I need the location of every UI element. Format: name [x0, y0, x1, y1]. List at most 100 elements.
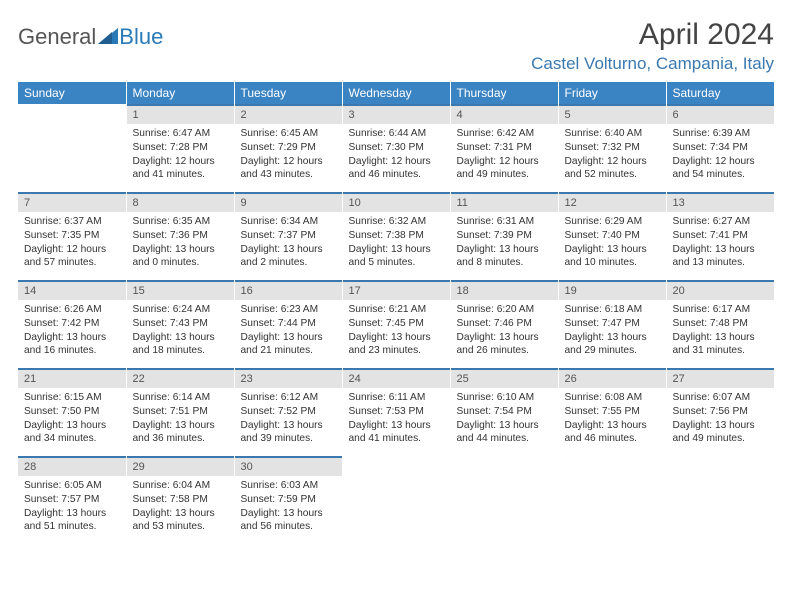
month-title: April 2024	[531, 18, 774, 52]
weekday-header: Monday	[126, 82, 234, 104]
day-number: 12	[559, 192, 666, 212]
sunrise-text: Sunrise: 6:29 AM	[565, 215, 660, 229]
logo-triangle-icon	[98, 24, 118, 50]
calendar-week-row: 14Sunrise: 6:26 AMSunset: 7:42 PMDayligh…	[18, 280, 774, 368]
day-details: Sunrise: 6:17 AMSunset: 7:48 PMDaylight:…	[667, 300, 775, 362]
daylight-text: Daylight: 13 hours and 26 minutes.	[457, 331, 552, 359]
day-number: 15	[127, 280, 234, 300]
day-number: 23	[235, 368, 342, 388]
day-number: 14	[18, 280, 126, 300]
daylight-text: Daylight: 13 hours and 10 minutes.	[565, 243, 660, 271]
sunset-text: Sunset: 7:29 PM	[241, 141, 336, 155]
sunrise-text: Sunrise: 6:04 AM	[133, 479, 228, 493]
calendar-day-cell: 23Sunrise: 6:12 AMSunset: 7:52 PMDayligh…	[234, 368, 342, 456]
sunset-text: Sunset: 7:36 PM	[133, 229, 228, 243]
day-number: 19	[559, 280, 666, 300]
weekday-header: Tuesday	[234, 82, 342, 104]
day-details: Sunrise: 6:03 AMSunset: 7:59 PMDaylight:…	[235, 476, 342, 538]
calendar-day-cell: 16Sunrise: 6:23 AMSunset: 7:44 PMDayligh…	[234, 280, 342, 368]
sunset-text: Sunset: 7:37 PM	[241, 229, 336, 243]
sunrise-text: Sunrise: 6:23 AM	[241, 303, 336, 317]
sunset-text: Sunset: 7:38 PM	[349, 229, 444, 243]
logo: General Blue	[18, 18, 163, 50]
calendar-day-cell	[666, 456, 774, 544]
daylight-text: Daylight: 13 hours and 2 minutes.	[241, 243, 336, 271]
daylight-text: Daylight: 13 hours and 44 minutes.	[457, 419, 552, 447]
calendar-day-cell: 6Sunrise: 6:39 AMSunset: 7:34 PMDaylight…	[666, 104, 774, 192]
sunset-text: Sunset: 7:45 PM	[349, 317, 444, 331]
sunrise-text: Sunrise: 6:14 AM	[133, 391, 228, 405]
sunrise-text: Sunrise: 6:11 AM	[349, 391, 444, 405]
day-details: Sunrise: 6:12 AMSunset: 7:52 PMDaylight:…	[235, 388, 342, 450]
day-details: Sunrise: 6:40 AMSunset: 7:32 PMDaylight:…	[559, 124, 666, 186]
sunset-text: Sunset: 7:57 PM	[24, 493, 120, 507]
day-details: Sunrise: 6:20 AMSunset: 7:46 PMDaylight:…	[451, 300, 558, 362]
sunrise-text: Sunrise: 6:39 AM	[673, 127, 769, 141]
day-details: Sunrise: 6:21 AMSunset: 7:45 PMDaylight:…	[343, 300, 450, 362]
header: General Blue April 2024 Castel Volturno,…	[18, 18, 774, 74]
day-number: 20	[667, 280, 775, 300]
daylight-text: Daylight: 13 hours and 46 minutes.	[565, 419, 660, 447]
calendar-day-cell: 1Sunrise: 6:47 AMSunset: 7:28 PMDaylight…	[126, 104, 234, 192]
day-details: Sunrise: 6:14 AMSunset: 7:51 PMDaylight:…	[127, 388, 234, 450]
day-number: 27	[667, 368, 775, 388]
day-details: Sunrise: 6:27 AMSunset: 7:41 PMDaylight:…	[667, 212, 775, 274]
daylight-text: Daylight: 13 hours and 29 minutes.	[565, 331, 660, 359]
calendar-day-cell: 5Sunrise: 6:40 AMSunset: 7:32 PMDaylight…	[558, 104, 666, 192]
sunset-text: Sunset: 7:58 PM	[133, 493, 228, 507]
sunset-text: Sunset: 7:56 PM	[673, 405, 769, 419]
sunrise-text: Sunrise: 6:07 AM	[673, 391, 769, 405]
day-details: Sunrise: 6:34 AMSunset: 7:37 PMDaylight:…	[235, 212, 342, 274]
calendar-day-cell: 20Sunrise: 6:17 AMSunset: 7:48 PMDayligh…	[666, 280, 774, 368]
calendar-day-cell: 27Sunrise: 6:07 AMSunset: 7:56 PMDayligh…	[666, 368, 774, 456]
sunrise-text: Sunrise: 6:44 AM	[349, 127, 444, 141]
sunset-text: Sunset: 7:32 PM	[565, 141, 660, 155]
calendar-day-cell	[558, 456, 666, 544]
sunrise-text: Sunrise: 6:40 AM	[565, 127, 660, 141]
daylight-text: Daylight: 12 hours and 46 minutes.	[349, 155, 444, 183]
calendar-day-cell: 13Sunrise: 6:27 AMSunset: 7:41 PMDayligh…	[666, 192, 774, 280]
weekday-header: Wednesday	[342, 82, 450, 104]
daylight-text: Daylight: 13 hours and 0 minutes.	[133, 243, 228, 271]
calendar-week-row: 7Sunrise: 6:37 AMSunset: 7:35 PMDaylight…	[18, 192, 774, 280]
day-details: Sunrise: 6:04 AMSunset: 7:58 PMDaylight:…	[127, 476, 234, 538]
sunset-text: Sunset: 7:53 PM	[349, 405, 444, 419]
calendar-day-cell	[342, 456, 450, 544]
day-number: 3	[343, 104, 450, 124]
sunrise-text: Sunrise: 6:37 AM	[24, 215, 120, 229]
daylight-text: Daylight: 13 hours and 18 minutes.	[133, 331, 228, 359]
sunset-text: Sunset: 7:42 PM	[24, 317, 120, 331]
sunset-text: Sunset: 7:52 PM	[241, 405, 336, 419]
sunset-text: Sunset: 7:59 PM	[241, 493, 336, 507]
sunset-text: Sunset: 7:55 PM	[565, 405, 660, 419]
weekday-header: Friday	[558, 82, 666, 104]
daylight-text: Daylight: 13 hours and 51 minutes.	[24, 507, 120, 535]
sunrise-text: Sunrise: 6:45 AM	[241, 127, 336, 141]
sunrise-text: Sunrise: 6:32 AM	[349, 215, 444, 229]
calendar-day-cell: 10Sunrise: 6:32 AMSunset: 7:38 PMDayligh…	[342, 192, 450, 280]
day-number: 5	[559, 104, 666, 124]
day-number: 25	[451, 368, 558, 388]
day-details: Sunrise: 6:15 AMSunset: 7:50 PMDaylight:…	[18, 388, 126, 450]
calendar-day-cell: 17Sunrise: 6:21 AMSunset: 7:45 PMDayligh…	[342, 280, 450, 368]
calendar-table: SundayMondayTuesdayWednesdayThursdayFrid…	[18, 82, 774, 544]
daylight-text: Daylight: 13 hours and 16 minutes.	[24, 331, 120, 359]
daylight-text: Daylight: 13 hours and 34 minutes.	[24, 419, 120, 447]
sunrise-text: Sunrise: 6:31 AM	[457, 215, 552, 229]
weekday-header: Thursday	[450, 82, 558, 104]
sunrise-text: Sunrise: 6:21 AM	[349, 303, 444, 317]
daylight-text: Daylight: 12 hours and 43 minutes.	[241, 155, 336, 183]
day-details: Sunrise: 6:10 AMSunset: 7:54 PMDaylight:…	[451, 388, 558, 450]
daylight-text: Daylight: 12 hours and 54 minutes.	[673, 155, 769, 183]
calendar-day-cell: 3Sunrise: 6:44 AMSunset: 7:30 PMDaylight…	[342, 104, 450, 192]
sunset-text: Sunset: 7:51 PM	[133, 405, 228, 419]
day-details: Sunrise: 6:11 AMSunset: 7:53 PMDaylight:…	[343, 388, 450, 450]
calendar-day-cell: 30Sunrise: 6:03 AMSunset: 7:59 PMDayligh…	[234, 456, 342, 544]
sunrise-text: Sunrise: 6:26 AM	[24, 303, 120, 317]
calendar-day-cell: 15Sunrise: 6:24 AMSunset: 7:43 PMDayligh…	[126, 280, 234, 368]
sunset-text: Sunset: 7:35 PM	[24, 229, 120, 243]
day-number: 8	[127, 192, 234, 212]
day-number: 18	[451, 280, 558, 300]
sunset-text: Sunset: 7:47 PM	[565, 317, 660, 331]
day-number: 21	[18, 368, 126, 388]
